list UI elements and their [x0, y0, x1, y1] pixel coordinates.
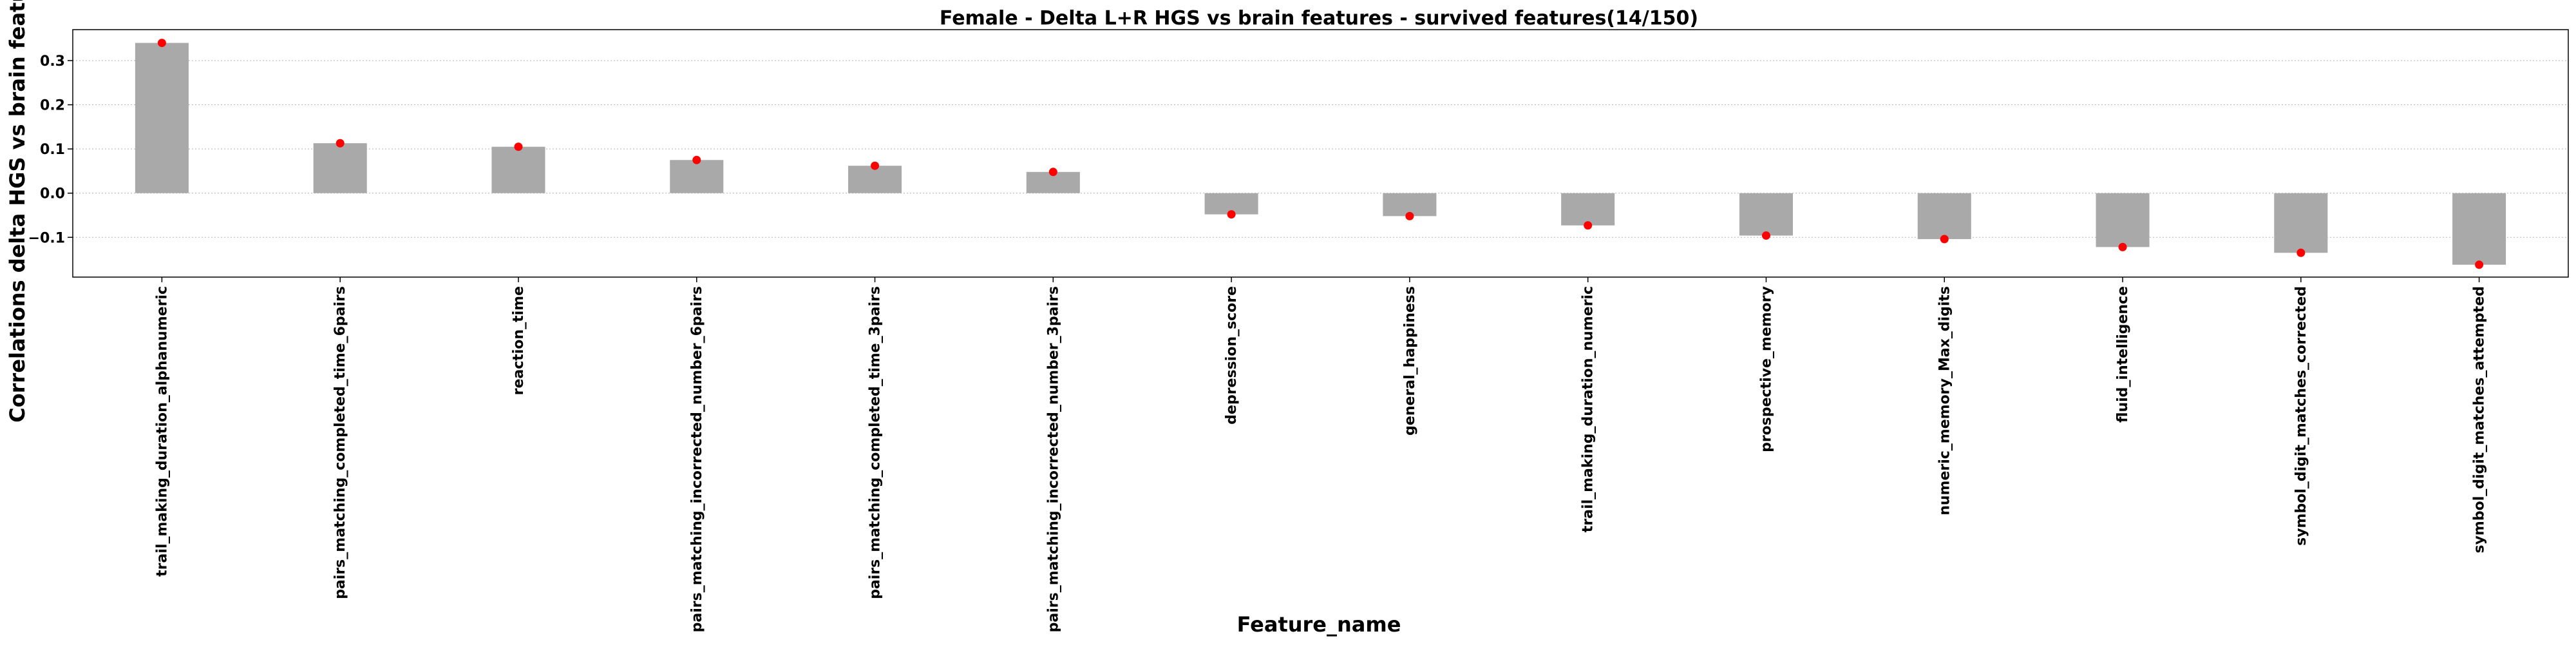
x-tick-label: trail_making_duration_numeric: [1580, 286, 1596, 532]
x-tick-label: reaction_time: [511, 286, 527, 395]
x-tick-label: numeric_memory_Max_digits: [1937, 286, 1953, 516]
bar: [1917, 193, 1971, 240]
x-tick-label: symbol_digit_matches_attempted: [2472, 286, 2488, 554]
y-tick-label: 0.0: [40, 186, 65, 202]
data-point: [1940, 235, 1949, 244]
x-tick-label: depression_score: [1224, 286, 1240, 425]
bars: [135, 43, 2506, 265]
y-tick-label: 0.1: [40, 142, 65, 158]
data-point: [1227, 210, 1236, 219]
x-tick-label: prospective_memory: [1758, 286, 1774, 452]
y-ticks: −0.1 0.0 0.1 0.2 0.3: [28, 53, 73, 246]
y-tick-label: 0.2: [40, 98, 65, 114]
bar: [2274, 193, 2328, 253]
y-tick-label: 0.3: [40, 53, 65, 70]
data-point: [871, 161, 880, 170]
y-axis-label: Correlations delta HGS vs brain features: [5, 0, 30, 423]
y-tick-label: −0.1: [28, 230, 65, 246]
data-point: [1405, 211, 1414, 220]
bar: [2096, 193, 2150, 247]
bar: [1561, 193, 1615, 226]
points: [157, 39, 2484, 269]
bar: [313, 143, 367, 193]
bar: [1739, 193, 1793, 236]
bar: [848, 166, 902, 193]
x-tick-label: pairs_matching_completed_time_6pairs: [332, 286, 348, 599]
data-point: [2297, 248, 2306, 257]
data-point: [1761, 231, 1770, 240]
x-tick-label: pairs_matching_incorrected_number_3pairs: [1045, 286, 1061, 632]
data-point: [1048, 168, 1057, 177]
x-tick-label: symbol_digit_matches_corrected: [2293, 286, 2309, 546]
bar: [135, 43, 189, 193]
bar: [491, 146, 545, 193]
x-tick-label: pairs_matching_incorrected_number_6pairs: [689, 286, 705, 632]
plot-frame: [72, 29, 2569, 278]
x-tick-label: fluid_intelligence: [2115, 286, 2131, 423]
x-ticks: trail_making_duration_alphanumeric pairs_…: [154, 277, 2488, 632]
data-point: [336, 139, 345, 148]
chart-title: Female - Delta L+R HGS vs brain features…: [940, 7, 1698, 30]
data-point: [514, 142, 523, 151]
grid-lines: [73, 60, 2568, 238]
bar: [2452, 193, 2506, 265]
data-point: [2475, 260, 2484, 269]
data-point: [2118, 242, 2127, 251]
bar: [670, 160, 724, 193]
x-tick-label: general_happiness: [1402, 286, 1418, 436]
data-point: [1584, 221, 1593, 230]
data-point: [157, 39, 166, 48]
x-axis-label: Feature_name: [1237, 612, 1401, 637]
data-point: [692, 155, 701, 164]
x-tick-label: pairs_matching_completed_time_3pairs: [867, 286, 884, 599]
x-tick-label: trail_making_duration_alphanumeric: [154, 286, 170, 577]
